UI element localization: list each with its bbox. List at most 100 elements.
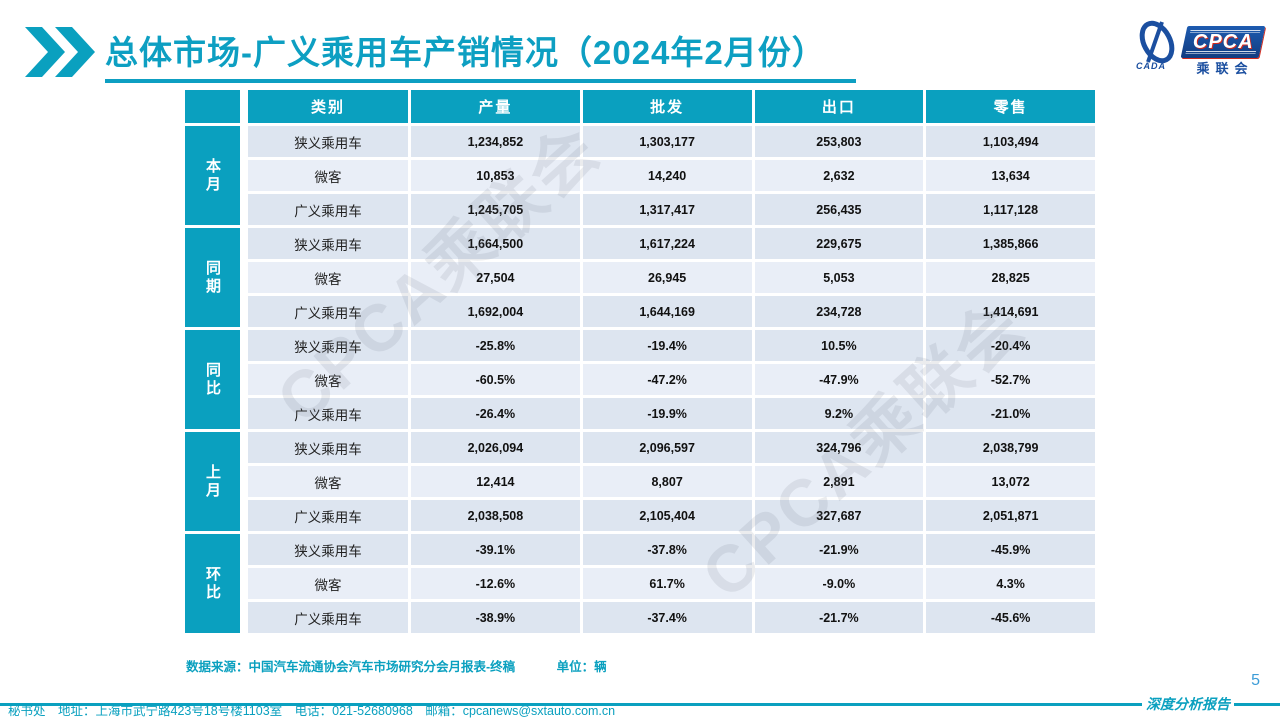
value-cell: 1,617,224 (582, 228, 752, 259)
value-cell: 1,644,169 (582, 296, 752, 327)
value-cell: 5,053 (754, 262, 924, 293)
table-row: 微客 -60.5% -47.2% -47.9% -52.7% (248, 364, 1095, 395)
row-group-rows: 狭义乘用车 1,664,500 1,617,224 229,675 1,385,866 微… (248, 228, 1095, 327)
value-cell: 327,687 (754, 500, 924, 531)
table-header-row: 类别 产量 批发 出口 零售 (185, 90, 1095, 123)
table-row: 广义乘用车 2,038,508 2,105,404 327,687 2,051,871 (248, 500, 1095, 531)
value-cell: -39.1% (411, 534, 580, 565)
category-cell: 狭义乘用车 (248, 330, 408, 361)
data-table: 类别 产量 批发 出口 零售 本月 狭义乘用车 1,234,852 1,303,177 253,… (185, 90, 1095, 636)
value-cell: -45.9% (926, 534, 1095, 565)
unit-note: 单位：辆 (556, 660, 607, 674)
double-chevron-icon (25, 27, 95, 77)
value-cell: 2,038,508 (411, 500, 580, 531)
row-group: 同期 狭义乘用车 1,664,500 1,617,224 229,675 1,385,86… (185, 228, 1095, 327)
value-cell: -19.4% (582, 330, 752, 361)
table-row: 微客 27,504 26,945 5,053 28,825 (248, 262, 1095, 293)
footer-divider: 深度分析报告 (0, 694, 1280, 714)
value-cell: 2,038,799 (926, 432, 1095, 463)
table-row: 微客 10,853 14,240 2,632 13,634 (248, 160, 1095, 191)
value-cell: 13,634 (926, 160, 1095, 191)
table-corner-cell (185, 90, 240, 123)
value-cell: -47.2% (582, 364, 752, 395)
value-cell: -21.0% (926, 398, 1095, 429)
value-cell: 1,103,494 (926, 126, 1095, 157)
category-cell: 狭义乘用车 (248, 534, 408, 565)
value-cell: -19.9% (582, 398, 752, 429)
table-row: 狭义乘用车 -25.8% -19.4% 10.5% -20.4% (248, 330, 1095, 361)
value-cell: 14,240 (582, 160, 752, 191)
report-type-label: 深度分析报告 (1146, 697, 1230, 713)
value-cell: 1,234,852 (411, 126, 580, 157)
value-cell: -37.4% (582, 602, 752, 633)
value-cell: 1,117,128 (926, 194, 1095, 225)
category-cell: 微客 (248, 262, 408, 293)
value-cell: -12.6% (411, 568, 580, 599)
value-cell: -38.9% (411, 602, 580, 633)
row-group-rows: 狭义乘用车 -25.8% -19.4% 10.5% -20.4% 微客 -60.5% -47.… (248, 330, 1095, 429)
chenglianhui-label: 乘联会 (1196, 61, 1254, 76)
table-row: 微客 -12.6% 61.7% -9.0% 4.3% (248, 568, 1095, 599)
value-cell: 8,807 (582, 466, 752, 497)
value-cell: 1,385,866 (926, 228, 1095, 259)
row-group-label: 环比 (185, 534, 240, 633)
value-cell: 324,796 (754, 432, 924, 463)
table-row: 微客 12,414 8,807 2,891 13,072 (248, 466, 1095, 497)
row-group-rows: 狭义乘用车 -39.1% -37.8% -21.9% -45.9% 微客 -12.6% 61.… (248, 534, 1095, 633)
category-cell: 微客 (248, 568, 408, 599)
value-cell: -26.4% (411, 398, 580, 429)
category-cell: 广义乘用车 (248, 194, 408, 225)
row-group-label: 本月 (185, 126, 240, 225)
column-header: 产量 (411, 90, 580, 123)
value-cell: 253,803 (754, 126, 924, 157)
cpca-flag: CPCA (1180, 26, 1266, 58)
source-note-row: 数据来源：中国汽车流通协会汽车市场研究分会月报表-终稿 单位：辆 (186, 656, 607, 675)
page-number: 5 (1251, 672, 1260, 689)
value-cell: 1,317,417 (582, 194, 752, 225)
footer-contact-info: 秘书处 地址：上海市武宁路423号18号楼1103室 电话：021-526809… (8, 704, 616, 718)
row-group-rows: 狭义乘用车 2,026,094 2,096,597 324,796 2,038,799 微… (248, 432, 1095, 531)
row-group: 同比 狭义乘用车 -25.8% -19.4% 10.5% -20.4% 微客 -60.5% -4… (185, 330, 1095, 429)
value-cell: 10.5% (754, 330, 924, 361)
table-row: 狭义乘用车 1,664,500 1,617,224 229,675 1,385,866 (248, 228, 1095, 259)
value-cell: 26,945 (582, 262, 752, 293)
value-cell: 2,632 (754, 160, 924, 191)
value-cell: 1,414,691 (926, 296, 1095, 327)
value-cell: -25.8% (411, 330, 580, 361)
category-cell: 微客 (248, 364, 408, 395)
category-cell: 狭义乘用车 (248, 228, 408, 259)
value-cell: 234,728 (754, 296, 924, 327)
row-group-label: 同比 (185, 330, 240, 429)
table-row: 狭义乘用车 -39.1% -37.8% -21.9% -45.9% (248, 534, 1095, 565)
value-cell: 28,825 (926, 262, 1095, 293)
value-cell: 9.2% (754, 398, 924, 429)
category-cell: 广义乘用车 (248, 398, 408, 429)
cada-label: CADA (1136, 61, 1166, 71)
category-cell: 狭义乘用车 (248, 432, 408, 463)
value-cell: 2,105,404 (582, 500, 752, 531)
value-cell: -37.8% (582, 534, 752, 565)
column-header: 出口 (754, 90, 924, 123)
value-cell: 61.7% (582, 568, 752, 599)
value-cell: -20.4% (926, 330, 1095, 361)
category-cell: 微客 (248, 160, 408, 191)
table-row: 广义乘用车 -26.4% -19.9% 9.2% -21.0% (248, 398, 1095, 429)
category-cell: 广义乘用车 (248, 500, 408, 531)
value-cell: -9.0% (754, 568, 924, 599)
value-cell: 4.3% (926, 568, 1095, 599)
value-cell: 229,675 (754, 228, 924, 259)
value-cell: 27,504 (411, 262, 580, 293)
value-cell: 256,435 (754, 194, 924, 225)
row-group: 环比 狭义乘用车 -39.1% -37.8% -21.9% -45.9% 微客 -12.6% 6… (185, 534, 1095, 633)
value-cell: -45.6% (926, 602, 1095, 633)
table-row: 广义乘用车 1,245,705 1,317,417 256,435 1,117,128 (248, 194, 1095, 225)
value-cell: 2,026,094 (411, 432, 580, 463)
value-cell: -21.9% (754, 534, 924, 565)
row-group: 上月 狭义乘用车 2,026,094 2,096,597 324,796 2,038,79… (185, 432, 1095, 531)
row-group: 本月 狭义乘用车 1,234,852 1,303,177 253,803 1,103,49… (185, 126, 1095, 225)
value-cell: 12,414 (411, 466, 580, 497)
column-header: 零售 (926, 90, 1095, 123)
cpca-oval-icon (1139, 20, 1175, 64)
category-cell: 狭义乘用车 (248, 126, 408, 157)
row-group-rows: 狭义乘用车 1,234,852 1,303,177 253,803 1,103,494 微… (248, 126, 1095, 225)
